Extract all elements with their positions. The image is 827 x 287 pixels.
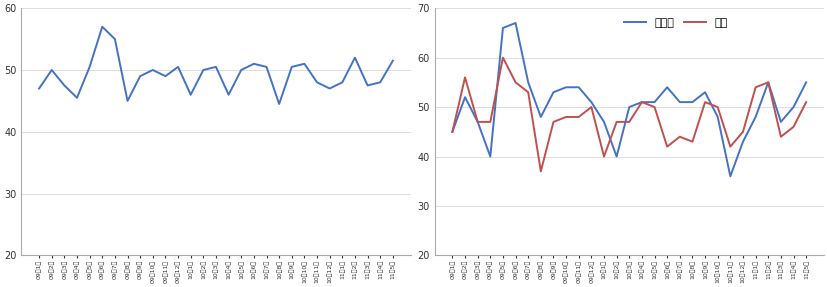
产出 xyxy=(801,100,810,104)
产出 xyxy=(700,100,710,104)
新订单 xyxy=(775,120,785,124)
产出 xyxy=(497,56,507,59)
新订单 xyxy=(523,81,533,84)
新订单 xyxy=(573,86,583,89)
新订单 xyxy=(787,105,797,109)
产出 xyxy=(724,145,734,148)
产出 xyxy=(472,120,482,124)
产出 xyxy=(598,155,608,158)
产出 xyxy=(460,76,470,79)
新订单 xyxy=(712,115,722,119)
新订单 xyxy=(485,155,495,158)
产出 xyxy=(787,125,797,129)
新订单 xyxy=(662,86,672,89)
产出 xyxy=(547,120,557,124)
产出 xyxy=(485,120,495,124)
新订单 xyxy=(762,81,772,84)
新订单 xyxy=(724,174,734,178)
产出 xyxy=(586,105,595,109)
新订单 xyxy=(510,21,520,25)
产出 xyxy=(649,105,659,109)
产出 xyxy=(624,120,633,124)
新订单 xyxy=(460,96,470,99)
产出 xyxy=(636,100,646,104)
新订单 xyxy=(649,100,659,104)
产出 xyxy=(737,130,747,133)
新订单 xyxy=(737,140,747,144)
Line: 产出: 产出 xyxy=(452,58,805,171)
产出 xyxy=(523,90,533,94)
新订单 xyxy=(674,100,684,104)
产出 xyxy=(662,145,672,148)
产出 xyxy=(750,86,760,89)
新订单 xyxy=(686,100,696,104)
新订单 xyxy=(472,120,482,124)
产出 xyxy=(674,135,684,138)
产出 xyxy=(762,81,772,84)
新订单 xyxy=(586,100,595,104)
产出 xyxy=(611,120,621,124)
新订单 xyxy=(624,105,633,109)
新订单 xyxy=(750,115,760,119)
Legend: 新订单, 产出: 新订单, 产出 xyxy=(619,14,732,33)
产出 xyxy=(686,140,696,144)
新订单 xyxy=(801,81,810,84)
新订单 xyxy=(497,26,507,30)
新订单 xyxy=(598,120,608,124)
产出 xyxy=(535,170,545,173)
新订单 xyxy=(547,90,557,94)
Line: 新订单: 新订单 xyxy=(452,23,805,176)
产出 xyxy=(510,81,520,84)
新订单 xyxy=(611,155,621,158)
新订单 xyxy=(561,86,571,89)
产出 xyxy=(561,115,571,119)
产出 xyxy=(712,105,722,109)
产出 xyxy=(775,135,785,138)
产出 xyxy=(573,115,583,119)
新订单 xyxy=(636,100,646,104)
新订单 xyxy=(447,130,457,133)
新订单 xyxy=(700,90,710,94)
新订单 xyxy=(535,115,545,119)
产出 xyxy=(447,130,457,133)
